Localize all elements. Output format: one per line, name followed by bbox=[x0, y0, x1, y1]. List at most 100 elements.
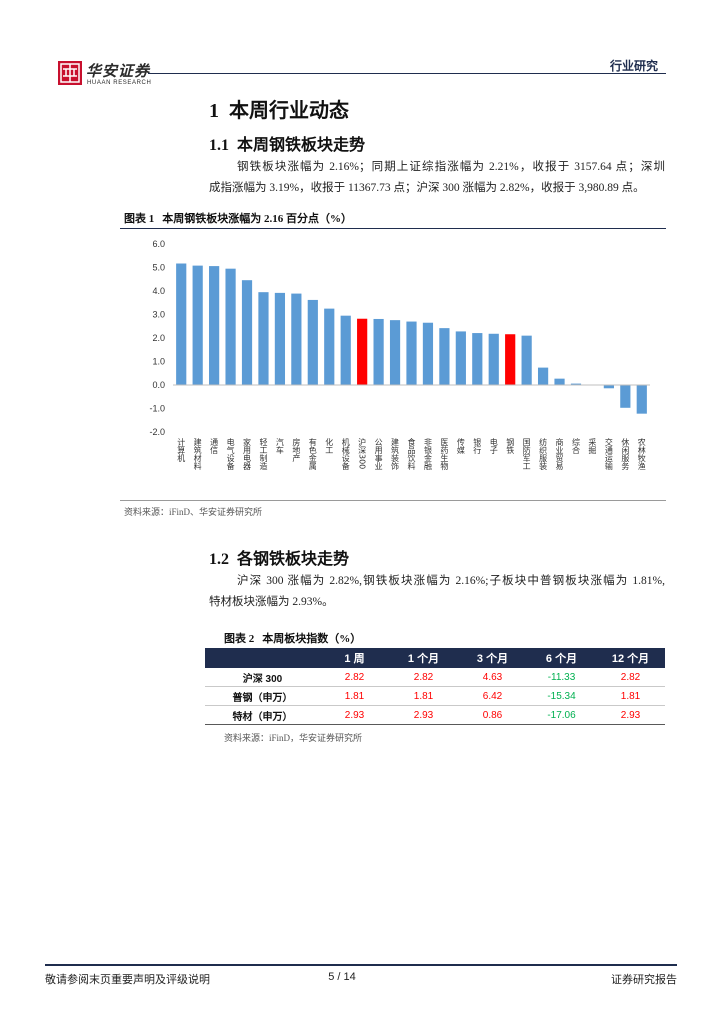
figure-title: 本周钢铁板块涨幅为 2.16 百分点（%） bbox=[162, 213, 352, 225]
figure-caption: 图表 1 本周钢铁板块涨幅为 2.16 百分点（%） bbox=[124, 210, 352, 226]
table-header-cell: 1 个月 bbox=[407, 653, 440, 665]
figure-source-note: 资料来源：iFinD、华安证券研究所 bbox=[124, 507, 263, 517]
table-cell: 4.63 bbox=[482, 671, 503, 683]
x-tick-label: 纺织服装 bbox=[539, 437, 548, 471]
x-tick-label: 房地产 bbox=[292, 437, 301, 463]
chart-bar bbox=[636, 385, 647, 414]
chart-bar bbox=[389, 320, 401, 385]
chart-bar bbox=[274, 292, 286, 385]
x-tick-label: 电子 bbox=[489, 437, 498, 454]
x-tick-label: 家用电器 bbox=[243, 437, 252, 471]
x-tick-label: 化工 bbox=[325, 437, 334, 454]
chart-bar bbox=[258, 292, 269, 385]
table-label: 图表 2 bbox=[224, 633, 255, 645]
chart-bar bbox=[176, 263, 187, 385]
table-header-corner bbox=[205, 648, 320, 668]
seal-glyph bbox=[63, 64, 77, 82]
subsection-title: 本周钢铁板块走势 bbox=[237, 137, 366, 154]
table-cell: 1.81 bbox=[620, 690, 641, 702]
chart-bar bbox=[192, 265, 203, 385]
x-tick-label: 综合 bbox=[571, 437, 580, 455]
chart-bar bbox=[472, 333, 483, 385]
table-cell: 2.93 bbox=[620, 709, 641, 721]
y-tick-label: 1.0 bbox=[152, 357, 165, 367]
table-cell: -17.06 bbox=[547, 709, 576, 721]
x-tick-label: 沪深300 bbox=[358, 437, 367, 469]
table-row: 沪深 300 2.82 2.82 4.63 -11.33 2.82 bbox=[205, 668, 665, 687]
chart-bar bbox=[373, 318, 384, 385]
subsection-title: 各钢铁板块走势 bbox=[237, 551, 350, 568]
chart-bar bbox=[537, 367, 549, 385]
y-tick-label: -2.0 bbox=[149, 427, 165, 437]
chart-bar bbox=[455, 331, 466, 385]
table-row: 普钢（申万） 1.81 1.81 6.42 -15.34 1.81 bbox=[205, 687, 665, 706]
table-header-cell: 1 周 bbox=[344, 653, 365, 665]
x-tick-label: 公用事业 bbox=[374, 438, 383, 470]
table-cell: 2.93 bbox=[344, 709, 365, 721]
page-number: 5 / 14 bbox=[328, 971, 356, 983]
report-category-label: 行业研究 bbox=[609, 59, 658, 73]
table-cell: 1.81 bbox=[413, 690, 434, 702]
x-tick-label: 建筑材料 bbox=[193, 437, 202, 471]
chart-bar bbox=[406, 321, 417, 385]
paragraph-line: 钢铁板块涨幅为 2.16%；同期上证综指涨幅为 2.21%，收报于 3157.6… bbox=[237, 161, 665, 173]
y-tick-label: 6.0 bbox=[152, 239, 165, 249]
section-title: 本周行业动态 bbox=[229, 100, 349, 122]
sector-index-table: 1 周 1 个月 3 个月 6 个月 12 个月 沪深 300 2.82 2.8… bbox=[205, 648, 665, 725]
paragraph-line: 沪深 300 涨幅为 2.82%,钢铁板块涨幅为 2.16%;子板块中普钢板块涨… bbox=[237, 575, 665, 587]
section-heading: 1 本周行业动态 bbox=[209, 94, 349, 123]
brand-subtitle: HUAAN RESEARCH bbox=[87, 80, 152, 86]
row-label: 特材（申万） bbox=[232, 711, 293, 723]
x-tick-label: 国防军工 bbox=[522, 438, 531, 470]
paragraph-line: 特材板块涨幅为 2.93%。 bbox=[209, 596, 334, 608]
table-row: 特材（申万） 2.93 2.93 0.86 -17.06 2.93 bbox=[205, 706, 665, 725]
chart-bar bbox=[357, 318, 368, 385]
table-header-cell: 12 个月 bbox=[611, 653, 650, 665]
y-tick-label: 4.0 bbox=[152, 286, 165, 296]
subsection-number: 1.1 bbox=[209, 137, 229, 154]
x-tick-label: 休闲服务 bbox=[621, 437, 630, 471]
row-label: 沪深 300 bbox=[242, 673, 283, 685]
x-tick-label: 钢铁 bbox=[506, 437, 515, 455]
chart-bar bbox=[324, 308, 335, 385]
footer-divider bbox=[45, 964, 677, 966]
paragraph-line: 成指涨幅为 3.19%，收报于 11367.73 点；沪深 300 涨幅为 2.… bbox=[209, 182, 645, 194]
caption-divider bbox=[120, 228, 666, 229]
chart-bar bbox=[603, 385, 614, 389]
x-tick-label: 医药生物 bbox=[440, 438, 449, 471]
y-tick-label: 0.0 bbox=[152, 380, 165, 390]
chart-bar bbox=[570, 383, 582, 385]
footer-disclaimer: 敬请参阅末页重要声明及评级说明 bbox=[45, 974, 210, 986]
table-cell: 2.93 bbox=[413, 709, 434, 721]
table-cell: 1.81 bbox=[344, 690, 365, 702]
table-header-cell: 3 个月 bbox=[476, 653, 509, 665]
x-tick-label: 有色金属 bbox=[308, 437, 317, 471]
brand-name: 华安证券 bbox=[86, 62, 151, 80]
table-cell: 6.42 bbox=[482, 690, 503, 702]
y-tick-label: 3.0 bbox=[152, 310, 165, 320]
x-tick-label: 建筑装饰 bbox=[391, 437, 400, 471]
row-label: 普钢（申万） bbox=[232, 692, 293, 704]
chart-bar bbox=[554, 378, 565, 385]
source-divider bbox=[120, 500, 666, 501]
sector-return-bar-chart: 6.0 5.0 4.0 3.0 2.0 1.0 0.0 -1.0 -2.0 计算机 建筑材料 通信 电气… bbox=[149, 239, 650, 471]
table-header-row: 1 周 1 个月 3 个月 6 个月 12 个月 bbox=[205, 648, 665, 668]
y-tick-label: 2.0 bbox=[152, 333, 165, 343]
x-tick-label: 计算机 bbox=[177, 437, 186, 463]
chart-bar bbox=[225, 268, 236, 385]
chart-bar bbox=[340, 315, 351, 385]
x-tick-label: 银行 bbox=[473, 437, 482, 455]
table-cell: -15.34 bbox=[547, 690, 576, 702]
y-tick-label: -1.0 bbox=[149, 404, 165, 414]
x-tick-label: 轻工制造 bbox=[259, 437, 268, 471]
header-divider bbox=[148, 73, 666, 74]
table-header-cell: 6 个月 bbox=[545, 653, 578, 665]
subsection-number: 1.2 bbox=[209, 551, 229, 568]
x-tick-label: 通信 bbox=[210, 437, 219, 455]
x-tick-label: 非银金融 bbox=[423, 437, 432, 471]
chart-bar bbox=[241, 280, 253, 385]
chart-bar bbox=[620, 385, 631, 408]
brand-logo bbox=[58, 61, 82, 85]
huaan-seal-icon bbox=[58, 61, 82, 85]
x-tick-label: 商业贸易 bbox=[555, 437, 564, 471]
